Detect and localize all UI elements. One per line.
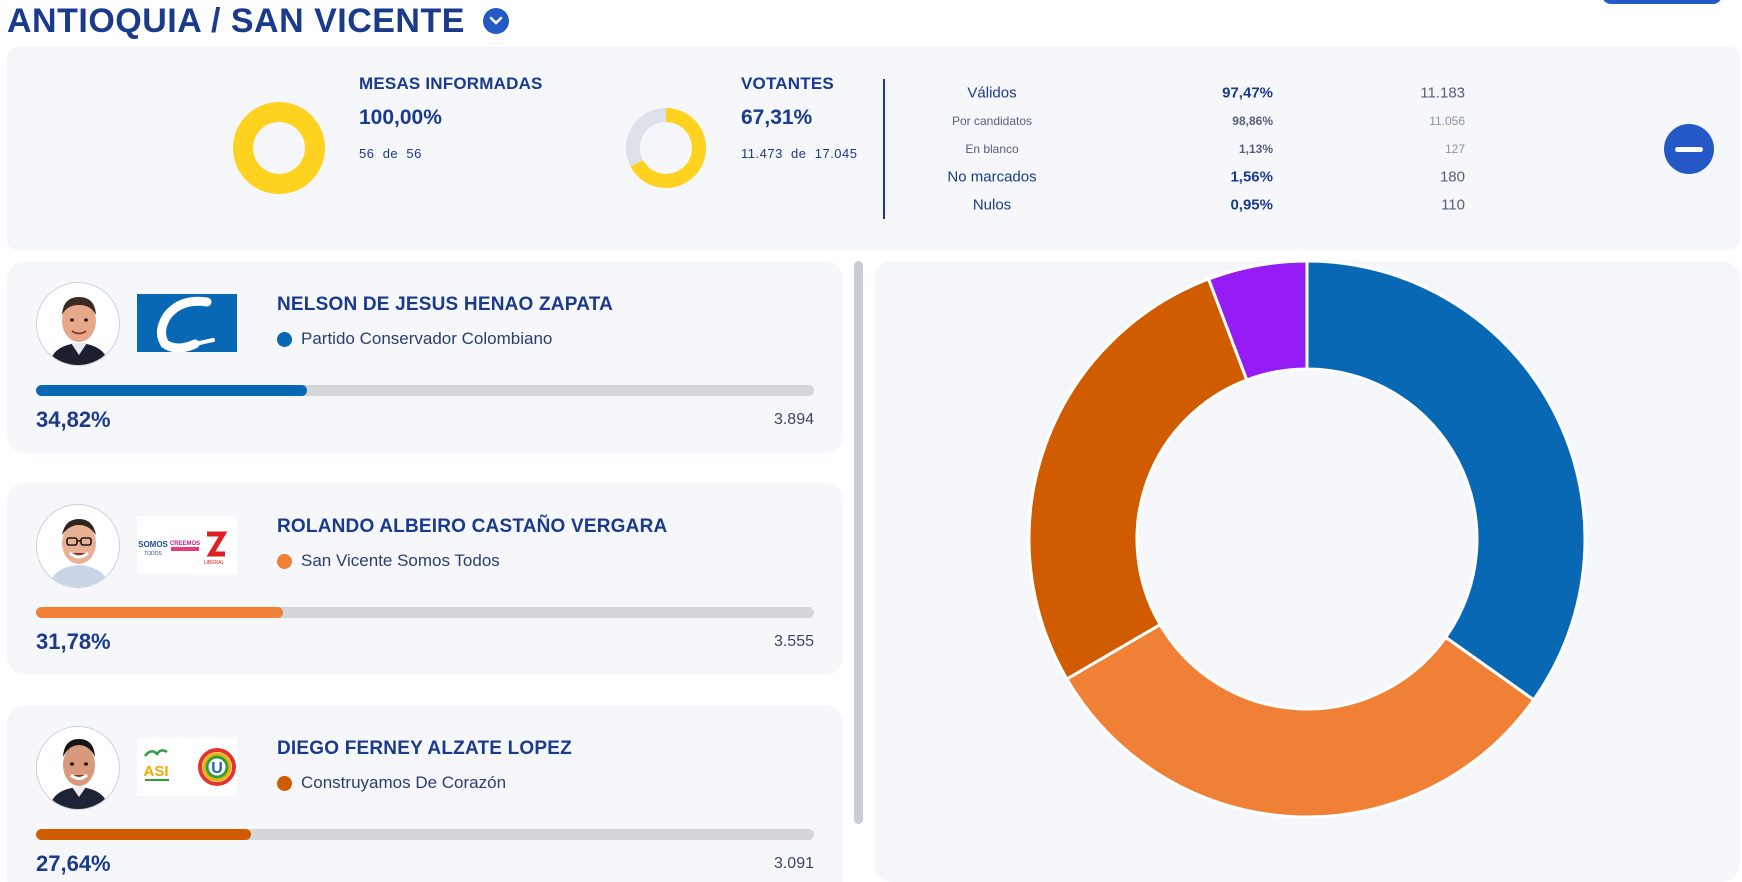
svg-text:ASI: ASI (143, 763, 168, 780)
candidate-avatar (36, 282, 120, 366)
candidate-avatar (36, 726, 120, 810)
breakdown-value: 11.183 (1420, 84, 1465, 102)
breakdown-percent: 97,47% (1222, 84, 1273, 102)
candidate-card[interactable]: ASI U DIEGO FERNEY ALZATE LOPEZ Construy… (7, 705, 843, 882)
location-dropdown-button[interactable] (482, 8, 509, 34)
svg-text:CREEMOS: CREEMOS (170, 541, 200, 547)
candidate-card[interactable]: NELSON DE JESUS HENAO ZAPATA Partido Con… (7, 261, 843, 453)
results-donut-chart (1027, 261, 1587, 819)
breakdown-label: No marcados (947, 168, 1037, 186)
breakdown-row: No marcados 1,56% 180 (887, 163, 1487, 191)
candidate-party: San Vicente Somos Todos (277, 551, 500, 571)
candidate-party: Partido Conservador Colombiano (277, 329, 552, 349)
party-logo: ASI U (137, 738, 237, 796)
breakdown-value: 180 (1439, 168, 1465, 186)
vote-share-bar-fill (36, 385, 307, 396)
candidate-list-scrollbar[interactable] (854, 261, 863, 824)
candidate-list: NELSON DE JESUS HENAO ZAPATA Partido Con… (7, 261, 843, 882)
donut-slice-4[interactable] (1206, 261, 1309, 382)
votantes-progress-ring (626, 108, 706, 188)
candidate-votes: 3.091 (773, 855, 814, 872)
mesas-percent: 100,00% (359, 106, 442, 129)
party-logo: SOMOS TODOS CREEMOS LIBERAL (137, 516, 237, 574)
breakdown-row: Nulos 0,95% 110 (887, 191, 1487, 219)
mesas-stats: MESAS INFORMADAS 100,00% 56 de 56 (359, 74, 543, 161)
candidate-party: Construyamos De Corazón (277, 773, 506, 793)
vote-share-bar (36, 385, 814, 396)
party-name: Partido Conservador Colombiano (301, 329, 553, 348)
svg-text:TODOS: TODOS (144, 551, 162, 557)
breakdown-value: 127 (1444, 142, 1465, 156)
votantes-title: VOTANTES (741, 74, 834, 93)
mesas-ring-fill (233, 102, 325, 194)
party-name: Construyamos De Corazón (301, 773, 507, 792)
party-color-dot (277, 331, 292, 347)
svg-text:LIBERAL: LIBERAL (204, 560, 225, 566)
vote-share-bar-fill (36, 829, 252, 840)
votantes-stats: VOTANTES 67,31% 11.473 de 17.045 (741, 74, 858, 161)
votantes-count: 11.473 de 17.045 (741, 146, 858, 161)
votantes-ring-fill (630, 108, 706, 188)
candidate-votes: 3.555 (773, 633, 814, 650)
donut-slice-3[interactable] (1027, 277, 1249, 682)
candidate-name: NELSON DE JESUS HENAO ZAPATA (277, 294, 614, 315)
vote-share-bar (36, 829, 814, 840)
votantes-percent: 67,31% (741, 106, 813, 129)
candidate-votes: 3.894 (773, 411, 814, 428)
mesas-title: MESAS INFORMADAS (359, 74, 543, 93)
vote-share-bar (36, 607, 814, 618)
breakdown-value: 110 (1441, 196, 1465, 214)
party-logo (137, 294, 237, 352)
results-chart-panel (874, 261, 1740, 882)
summary-divider (883, 79, 885, 219)
mesas-count: 56 de 56 (359, 146, 422, 161)
donut-slice-1[interactable] (1305, 261, 1587, 702)
candidate-percent: 34,82% (36, 407, 111, 432)
donut-slice-2[interactable] (1064, 622, 1536, 819)
breakdown-percent: 0,95% (1230, 196, 1273, 214)
candidate-name: ROLANDO ALBEIRO CASTAÑO VERGARA (277, 516, 668, 537)
page-header: ANTIOQUIA / SAN VICENTE (7, 0, 509, 42)
chevron-down-icon (489, 16, 503, 25)
mesas-progress-ring (233, 102, 325, 194)
breakdown-percent: 1,13% (1238, 142, 1273, 156)
vote-share-bar-fill (36, 607, 284, 618)
summary-panel: MESAS INFORMADAS 100,00% 56 de 56 VOTANT… (7, 47, 1740, 250)
breakdown-label: Por candidatos (951, 114, 1033, 128)
vote-breakdown-table: Válidos 97,47% 11.183 Por candidatos 98,86% 1… (887, 79, 1487, 219)
svg-text:SOMOS: SOMOS (138, 540, 168, 549)
breakdown-label: En blanco (965, 142, 1019, 156)
candidate-name: DIEGO FERNEY ALZATE LOPEZ (277, 738, 572, 759)
breakdown-label: Válidos (967, 84, 1017, 102)
breakdown-row: Válidos 97,47% 11.183 (887, 79, 1487, 107)
collapse-summary-button[interactable] (1664, 124, 1714, 174)
party-color-dot (277, 775, 292, 791)
party-color-dot (277, 553, 292, 569)
minus-icon (1675, 146, 1703, 152)
svg-text:U: U (211, 760, 223, 777)
candidate-card[interactable]: SOMOS TODOS CREEMOS LIBERAL ROLANDO ALBE… (7, 483, 843, 675)
candidate-percent: 27,64% (36, 851, 111, 876)
breakdown-row: En blanco 1,13% 127 (887, 135, 1487, 163)
party-name: San Vicente Somos Todos (301, 551, 500, 570)
breakdown-percent: 1,56% (1230, 168, 1273, 186)
page-title: ANTIOQUIA / SAN VICENTE (7, 1, 465, 40)
candidate-percent: 31,78% (36, 629, 111, 654)
candidate-avatar (36, 504, 120, 588)
top-action-button[interactable] (1602, 0, 1722, 4)
breakdown-value: 11.056 (1429, 114, 1465, 128)
breakdown-row: Por candidatos 98,86% 11.056 (887, 107, 1487, 135)
breakdown-percent: 98,86% (1232, 114, 1273, 128)
breakdown-label: Nulos (972, 196, 1012, 214)
